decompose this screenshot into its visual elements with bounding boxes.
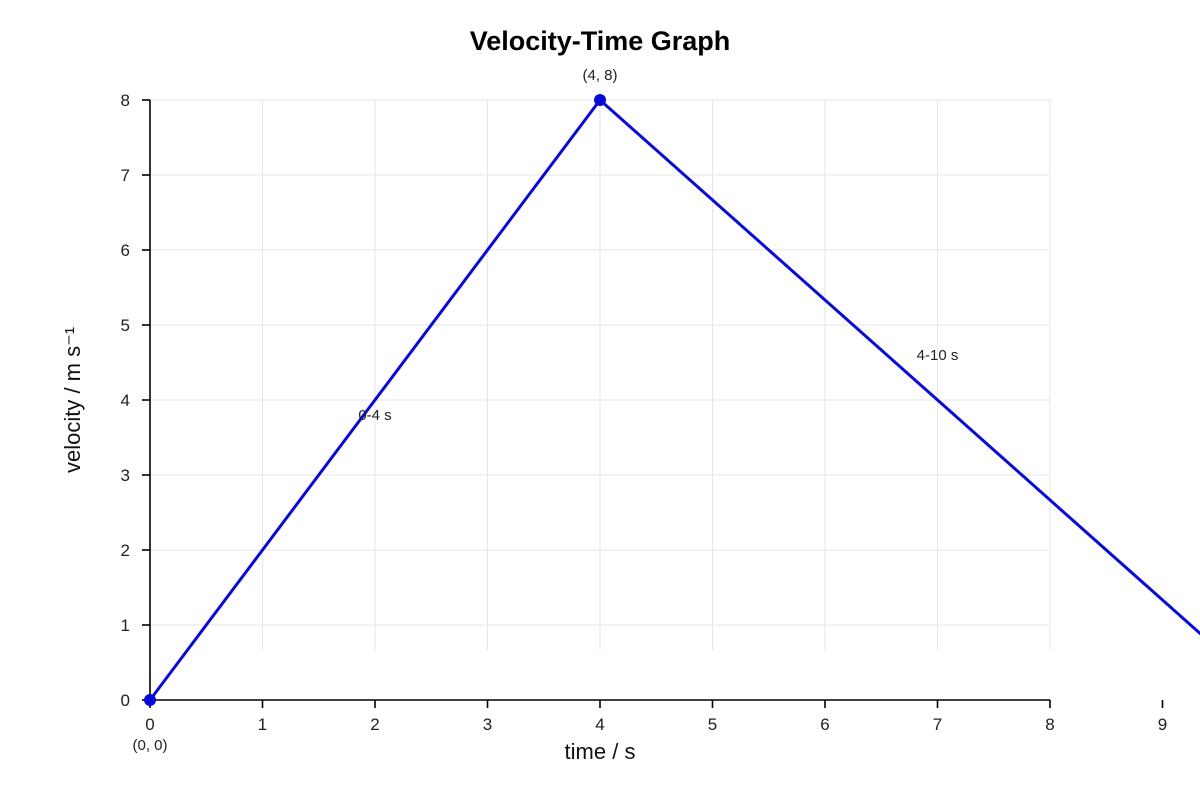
x-tick-label-6: 6	[820, 715, 829, 734]
x-tick-label-2: 2	[370, 715, 379, 734]
x-axis-label: time / s	[565, 739, 636, 764]
segment-label-0: 0-4 s	[358, 407, 391, 424]
y-tick-label-4: 4	[121, 391, 130, 410]
x-tick-label-4: 4	[595, 715, 604, 734]
x-tick-label-9: 9	[1158, 715, 1167, 734]
segment-label-1: 4-10 s	[917, 347, 959, 364]
y-tick-label-6: 6	[121, 241, 130, 260]
annotations: (0, 0) (4, 8) 0-4 s 4-10 s	[132, 67, 958, 754]
y-axis-label: velocity / m s⁻¹	[60, 327, 85, 473]
data-point-1	[594, 94, 606, 106]
x-tick-label-5: 5	[708, 715, 717, 734]
y-tick-label-0: 0	[121, 691, 130, 710]
x-tick-label-8: 8	[1045, 715, 1054, 734]
x-tick-label-0: 0	[145, 715, 154, 734]
y-tick-label-1: 1	[121, 616, 130, 635]
grid	[150, 99, 1051, 650]
x-tick-label-3: 3	[483, 715, 492, 734]
y-tick-label-7: 7	[121, 166, 130, 185]
y-tick-label-8: 8	[121, 91, 130, 110]
x-tick-label-7: 7	[933, 715, 942, 734]
y-tick-label-2: 2	[121, 541, 130, 560]
data-point-0	[144, 694, 156, 706]
point-label-1: (4, 8)	[582, 67, 617, 84]
y-tick-label-5: 5	[121, 316, 130, 335]
x-tick-label-1: 1	[258, 715, 267, 734]
y-tick-label-3: 3	[121, 466, 130, 485]
axes: 0 1 2 3 4 5 6 7 8 9 0 1 2 3 4 5 6 7 8	[121, 91, 1168, 734]
chart-title: Velocity-Time Graph	[470, 26, 731, 56]
point-label-0: (0, 0)	[132, 737, 167, 754]
